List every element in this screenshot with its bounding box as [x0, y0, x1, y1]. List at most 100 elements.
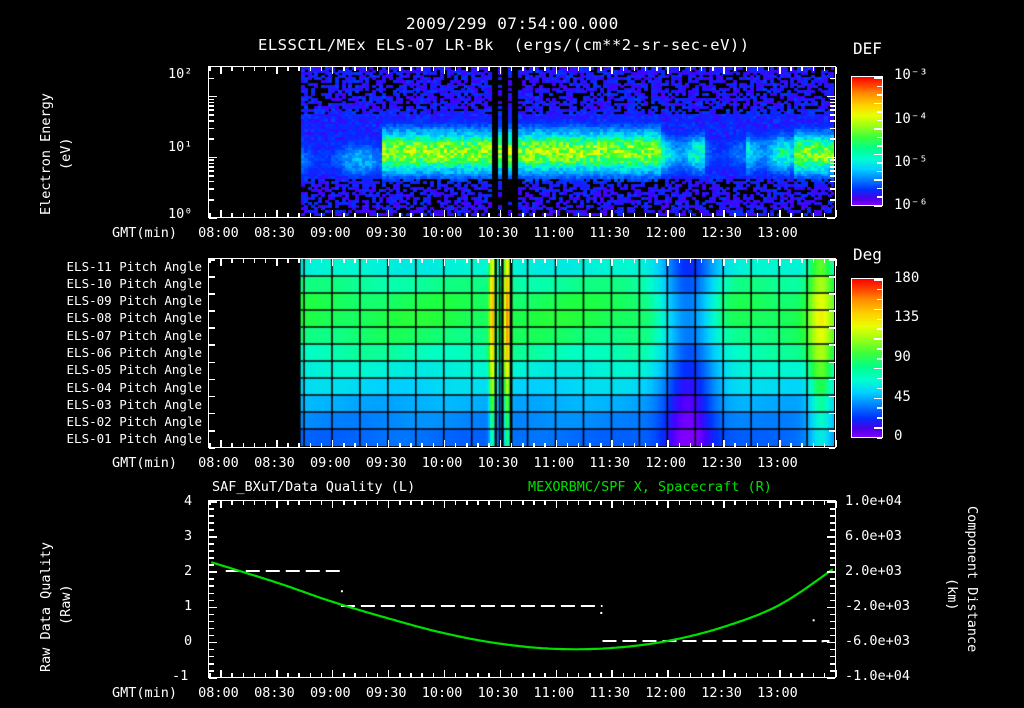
pitch-plot-area [209, 259, 835, 447]
pitch-row-label: ELS-08 Pitch Angle [66, 310, 202, 326]
xtick-label: 11:00 [533, 225, 575, 241]
bottom-ytick-left: -1 [172, 667, 189, 684]
colorbar-ticks [874, 279, 882, 439]
xtick-label: 09:30 [365, 225, 407, 241]
def-colorbar-label: DEF [853, 39, 882, 58]
bottom-title-left: SAF_BXuT/Data Quality (L) [212, 479, 416, 495]
bottom-yticks-right [827, 501, 835, 679]
pitch-row-label: ELS-06 Pitch Angle [66, 345, 202, 360]
deg-colorbar-tick-90: 90 [894, 349, 911, 365]
bottom-ylabel-right-units: (km) [944, 578, 960, 611]
deg-colorbar-tick-180: 180 [894, 270, 920, 286]
spectrogram-ytick-0: 10⁰ [168, 206, 193, 222]
spectrogram-xaxis-label: GMT(min) [112, 225, 178, 241]
xtick-label: 12:30 [701, 225, 742, 241]
bottom-ytick-right: 6.0e+03 [845, 527, 902, 544]
pitch-row-label: ELS-01 Pitch Angle [66, 431, 202, 447]
bottom-xaxis-label: GMT(min) [112, 685, 178, 701]
xtick-label: 11:00 [533, 455, 575, 471]
spectrogram-plot-area [209, 67, 835, 217]
step-marker [821, 640, 824, 643]
pitch-row-label: ELS-04 Pitch Angle [66, 379, 202, 395]
xtick-label: 09:30 [365, 455, 407, 471]
xtick-label: 10:30 [477, 225, 519, 241]
deg-colorbar[interactable] [851, 278, 883, 439]
bottom-xticks-bottom [209, 670, 837, 677]
xtick-label: 13:00 [757, 685, 798, 701]
xtick-label: 10:30 [477, 455, 519, 471]
bottom-ytick-left: 3 [184, 527, 193, 544]
bottom-title-right: MEXORBMC/SPF X, Spacecraft (R) [528, 479, 772, 495]
xtick-label: 08:30 [254, 225, 295, 241]
pitch-row-label: ELS-02 Pitch Angle [66, 414, 202, 430]
spectrogram-ylabel: Electron Energy [38, 93, 54, 215]
spectrogram-ytick-1: 10¹ [168, 139, 193, 155]
bottom-timeseries-svg [210, 561, 834, 651]
xtick-label: 08:30 [254, 455, 295, 471]
xtick-label: 11:30 [589, 225, 631, 241]
pitch-row-label: ELS-03 Pitch Angle [66, 396, 202, 412]
bottom-ylabel-right: Component Distance [964, 506, 980, 653]
xtick-label: 10:00 [421, 225, 463, 241]
xtick-label: 11:30 [589, 685, 631, 701]
bottom-ytick-left: 0 [184, 632, 193, 649]
spectrogram-xticks-top [209, 67, 837, 74]
xtick-label: 08:00 [198, 685, 239, 701]
bottom-yticks-left [209, 501, 217, 679]
deg-colorbar-tick-0: 0 [894, 428, 903, 444]
deg-colorbar-tick-45: 45 [894, 389, 911, 405]
step-marker [340, 590, 343, 593]
xtick-label: 12:00 [645, 455, 686, 471]
bottom-ytick-right: 1.0e+04 [845, 492, 902, 509]
def-colorbar-tick-4: 10⁻⁴ [894, 111, 928, 127]
spectrogram-ylabel-units: (eV) [58, 137, 74, 170]
bottom-ytick-right: 2.0e+03 [845, 562, 902, 579]
xtick-label: 13:00 [757, 455, 798, 471]
xtick-label: 08:00 [198, 455, 239, 471]
step-marker [812, 619, 815, 622]
pitch-xticks-top [209, 259, 837, 266]
def-colorbar-gradient [852, 77, 882, 205]
xtick-label: 09:30 [365, 685, 407, 701]
bottom-timeseries-panel[interactable] [208, 500, 836, 679]
xtick-label: 10:00 [421, 455, 463, 471]
xtick-label: 12:30 [701, 685, 742, 701]
xtick-label: 08:00 [198, 225, 239, 241]
bottom-ytick-right: -1.0e+04 [845, 667, 911, 684]
spectrogram-xticks-bottom [209, 210, 837, 217]
spectrogram-canvas [209, 67, 834, 216]
bottom-ytick-left: 1 [184, 597, 193, 614]
spectrogram-panel[interactable] [208, 66, 836, 220]
xtick-label: 10:30 [477, 685, 519, 701]
def-colorbar[interactable] [851, 76, 883, 207]
bottom-ylabel-left: Raw Data Quality [38, 541, 54, 672]
deg-colorbar-label: Deg [853, 245, 882, 264]
pitch-row-label: ELS-11 Pitch Angle [66, 258, 202, 274]
bottom-ytick-right: -6.0e+03 [845, 632, 911, 649]
pitch-angle-panel[interactable] [208, 258, 836, 449]
pitch-row-label: ELS-10 Pitch Angle [66, 275, 202, 291]
pitch-angle-canvas [209, 259, 834, 446]
pitch-row-label: ELS-05 Pitch Angle [66, 362, 202, 378]
spectrogram-ytick-2: 10² [168, 66, 193, 82]
deg-colorbar-tick-135: 135 [894, 309, 920, 325]
bottom-ytick-left: 2 [184, 562, 193, 579]
xtick-label: 09:00 [309, 225, 351, 241]
pitch-row-label: ELS-09 Pitch Angle [66, 293, 202, 309]
bottom-ytick-right: -2.0e+03 [845, 597, 911, 614]
xtick-label: 13:00 [757, 225, 798, 241]
bottom-xticks-top [209, 501, 837, 508]
xtick-label: 11:00 [533, 685, 575, 701]
xtick-label: 09:00 [309, 455, 351, 471]
bottom-plot-area [209, 501, 835, 677]
xtick-label: 10:00 [421, 685, 463, 701]
bottom-ylabel-left-units: (Raw) [58, 584, 74, 625]
xtick-label: 12:00 [645, 685, 686, 701]
def-colorbar-tick-5: 10⁻⁵ [894, 154, 928, 170]
pitch-xaxis-label: GMT(min) [112, 455, 178, 471]
colorbar-ticks [874, 77, 882, 207]
spacecraft-distance-curve [210, 561, 834, 651]
step-marker [600, 611, 603, 614]
figure-subtitle: ELSSCIL/MEx ELS-07 LR-Bk (ergs/(cm**2-sr… [258, 36, 750, 54]
